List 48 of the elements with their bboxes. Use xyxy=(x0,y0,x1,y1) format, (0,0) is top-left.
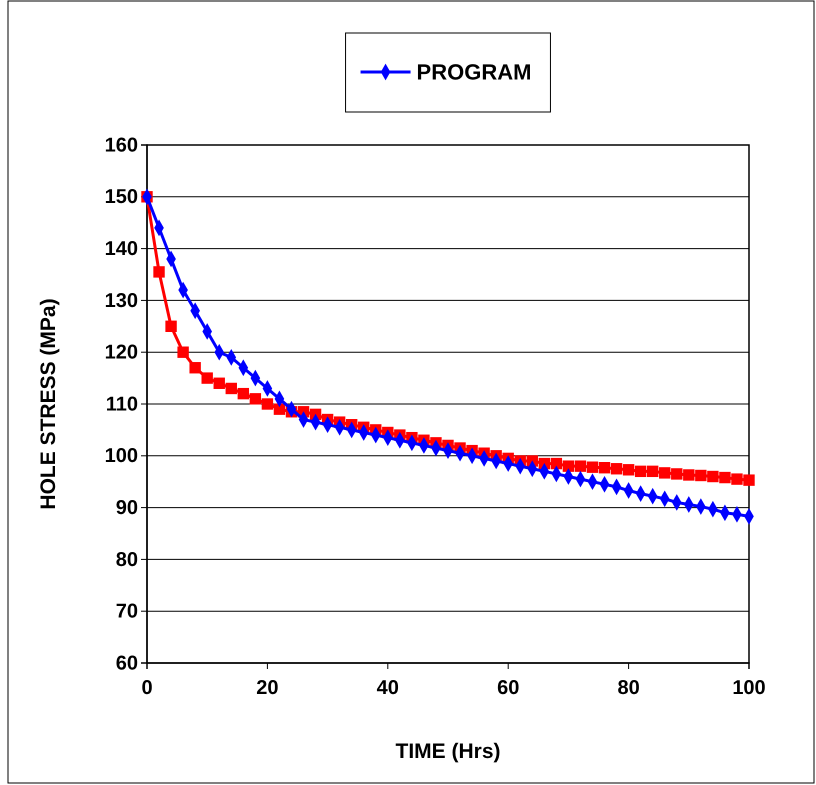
y-tick-label: 60 xyxy=(116,652,138,674)
y-axis-title: HOLE STRESS (MPa) xyxy=(37,298,60,510)
y-tick-label: 90 xyxy=(116,497,138,519)
y-tick-label: 70 xyxy=(116,600,138,623)
x-tick-label: 0 xyxy=(141,677,153,699)
x-tick-label: 40 xyxy=(376,677,399,699)
legend-label: PROGRAM xyxy=(416,60,532,85)
x-tick-label: 100 xyxy=(732,677,766,699)
point xyxy=(586,461,598,473)
point xyxy=(274,403,286,415)
point xyxy=(250,393,262,405)
point xyxy=(743,474,755,486)
point xyxy=(165,320,177,332)
point xyxy=(562,460,574,472)
x-tick-label: 60 xyxy=(497,677,520,699)
point xyxy=(610,463,622,474)
x-axis-title: TIME (Hrs) xyxy=(396,740,500,763)
point xyxy=(671,468,682,480)
point xyxy=(695,470,707,482)
point xyxy=(177,346,189,358)
point xyxy=(262,398,274,410)
point xyxy=(202,372,213,384)
point xyxy=(719,472,731,484)
point xyxy=(153,266,165,278)
y-tick-label: 110 xyxy=(106,393,138,416)
point xyxy=(574,460,586,472)
point xyxy=(189,362,201,374)
y-tick-label: 160 xyxy=(104,134,138,156)
point xyxy=(683,469,694,481)
point xyxy=(238,388,250,400)
y-tick-label: 150 xyxy=(104,186,138,208)
point xyxy=(646,466,658,478)
point xyxy=(634,466,646,478)
point xyxy=(214,378,225,389)
point xyxy=(659,467,670,479)
point xyxy=(622,464,634,476)
point xyxy=(731,473,743,485)
y-tick-label: 130 xyxy=(104,290,138,312)
y-tick-label: 80 xyxy=(116,548,138,571)
point xyxy=(226,382,237,394)
y-tick-label: 100 xyxy=(104,445,138,468)
y-tick-label: 120 xyxy=(104,342,138,364)
x-tick-label: 20 xyxy=(256,677,279,699)
point xyxy=(707,470,719,482)
point xyxy=(550,458,562,470)
point xyxy=(598,462,610,474)
x-tick-label: 80 xyxy=(617,677,640,699)
y-tick-label: 140 xyxy=(104,238,138,260)
